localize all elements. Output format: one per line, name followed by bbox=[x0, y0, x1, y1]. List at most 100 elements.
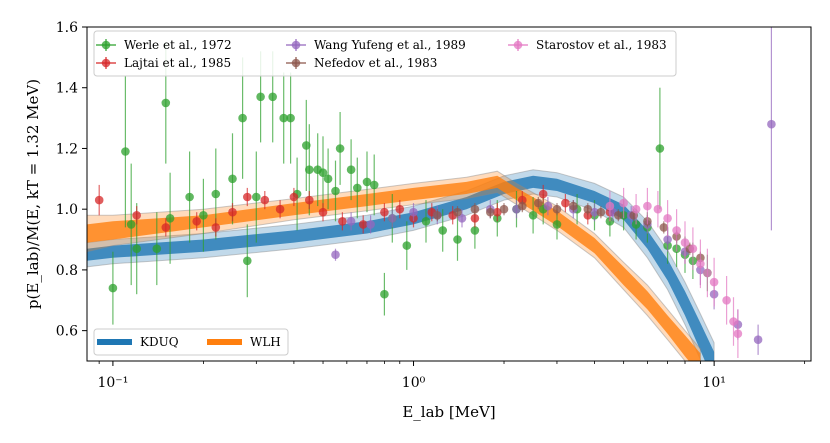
data-point bbox=[132, 211, 141, 220]
data-point bbox=[680, 238, 690, 247]
data-point bbox=[561, 198, 570, 208]
x-tick-label: 10⁰ bbox=[402, 375, 426, 391]
data-point bbox=[569, 201, 578, 211]
data-point bbox=[238, 113, 247, 123]
data-point bbox=[165, 214, 175, 223]
legend-marker bbox=[101, 40, 111, 50]
data-point bbox=[643, 201, 652, 211]
data-point bbox=[380, 289, 389, 299]
data-point bbox=[590, 207, 599, 217]
plot-frame bbox=[86, 26, 812, 362]
data-point bbox=[438, 226, 448, 235]
data-point bbox=[663, 214, 672, 223]
data-point bbox=[228, 174, 237, 184]
data-point bbox=[369, 180, 379, 190]
legend-top-frame bbox=[93, 30, 677, 77]
data-point bbox=[185, 192, 194, 202]
data-point bbox=[655, 144, 665, 153]
data-point bbox=[433, 211, 442, 220]
data-point bbox=[659, 223, 669, 232]
data-point bbox=[395, 204, 405, 214]
data-point bbox=[552, 220, 562, 229]
data-point bbox=[161, 98, 171, 108]
ticks-layer: 0.6 0.8 1.0 1.2 1.4 1.6 10⁻¹ 10⁰ 10¹ bbox=[56, 20, 806, 391]
y-tick-label: 1.2 bbox=[56, 141, 78, 157]
legend-marker bbox=[513, 40, 523, 50]
data-point bbox=[703, 268, 712, 278]
legend-label: Wang Yufeng et al., 1989 bbox=[314, 38, 466, 52]
legend-label: Werle et al., 1972 bbox=[124, 38, 232, 52]
data-point bbox=[126, 220, 136, 229]
data-point bbox=[767, 119, 776, 129]
data-point bbox=[289, 192, 299, 202]
data-point bbox=[534, 198, 543, 208]
data-point bbox=[380, 207, 389, 217]
data-point bbox=[688, 244, 698, 253]
data-point bbox=[493, 207, 502, 217]
data-point bbox=[543, 201, 553, 211]
data-point bbox=[275, 204, 285, 214]
data-point bbox=[538, 189, 548, 199]
data-point bbox=[251, 192, 261, 202]
data-point bbox=[256, 92, 265, 102]
data-point bbox=[346, 165, 356, 174]
data-point bbox=[552, 204, 562, 214]
data-point bbox=[470, 226, 480, 235]
data-point bbox=[499, 204, 509, 214]
data-point bbox=[362, 177, 372, 187]
x-axis-label: E_lab [MeV] bbox=[402, 403, 495, 421]
data-point bbox=[268, 92, 278, 102]
data-point bbox=[388, 214, 397, 223]
data-point bbox=[243, 256, 252, 266]
data-point bbox=[663, 235, 672, 244]
data-point bbox=[199, 211, 208, 220]
data-point bbox=[605, 201, 615, 211]
legend-band-label: WLH bbox=[250, 335, 281, 349]
y-tick-label: 1.0 bbox=[56, 202, 78, 218]
data-point bbox=[753, 335, 763, 345]
legend-bottom-frame bbox=[93, 328, 289, 356]
data-point bbox=[323, 174, 333, 184]
data-point bbox=[335, 144, 345, 153]
data-point bbox=[353, 183, 362, 193]
data-point bbox=[318, 168, 328, 177]
band-inner-wlh bbox=[87, 175, 701, 361]
data-point bbox=[331, 250, 340, 259]
data-point bbox=[528, 211, 538, 220]
legend-marker bbox=[101, 58, 111, 68]
legend-label: Starostov et al., 1983 bbox=[536, 38, 667, 52]
x-tick-label: 10¹ bbox=[702, 375, 725, 391]
legend-bottom: KDUQ WLH bbox=[93, 328, 289, 356]
data-point bbox=[619, 198, 628, 208]
data-point bbox=[518, 201, 527, 211]
data-point bbox=[672, 226, 681, 235]
y-axis-label: p(E_lab)/M(E, kT = 1.32 MeV) bbox=[24, 79, 42, 309]
data-point bbox=[161, 223, 171, 232]
y-tick-label: 1.4 bbox=[56, 81, 78, 97]
data-point bbox=[286, 113, 295, 123]
legend-marker bbox=[291, 58, 301, 68]
data-point bbox=[696, 259, 705, 269]
data-point bbox=[331, 186, 340, 196]
data-point bbox=[94, 195, 104, 205]
y-tick-label: 1.6 bbox=[56, 20, 78, 36]
data-point bbox=[279, 113, 289, 123]
data-point bbox=[302, 141, 311, 150]
data-point bbox=[260, 195, 270, 205]
data-point bbox=[453, 207, 462, 217]
y-tick-label: 0.8 bbox=[56, 263, 78, 279]
data-point bbox=[402, 241, 412, 250]
legend-marker bbox=[291, 40, 301, 50]
x-tick-label: 10⁻¹ bbox=[97, 375, 128, 391]
data-point bbox=[243, 192, 252, 202]
data-point bbox=[305, 195, 314, 205]
data-point bbox=[653, 204, 663, 214]
data-point bbox=[132, 244, 141, 253]
data-point bbox=[709, 277, 719, 287]
data-point bbox=[596, 207, 606, 217]
data-point bbox=[733, 329, 743, 339]
data-point bbox=[470, 214, 480, 223]
data-point bbox=[108, 283, 118, 293]
data-point bbox=[583, 204, 593, 214]
